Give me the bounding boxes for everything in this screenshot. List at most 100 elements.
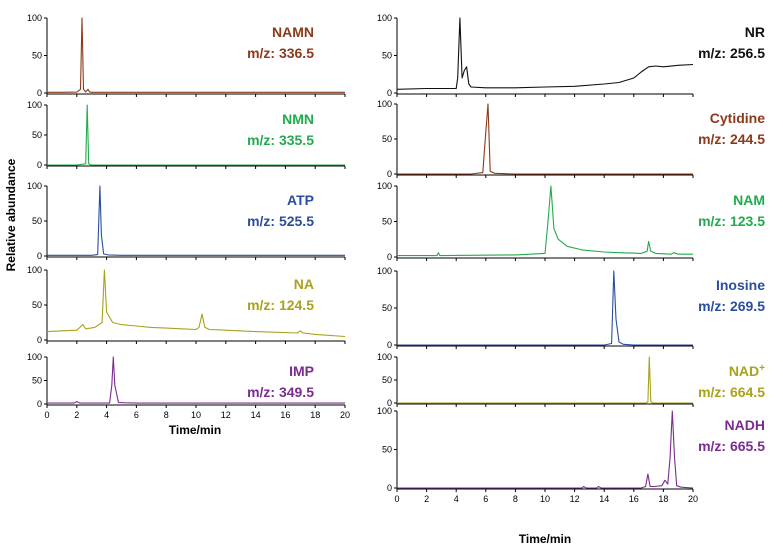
mz-value: m/z: 336.5 (247, 45, 314, 61)
y-tick-label: 100 (27, 100, 42, 110)
mz-value: m/z: 269.5 (698, 298, 765, 314)
y-tick-label: 0 (387, 340, 392, 350)
y-tick-label: 0 (37, 335, 42, 345)
compound-name: NADH (725, 417, 765, 433)
trace-nr (396, 17, 694, 90)
x-axis-title-right: Time/min (519, 532, 571, 546)
compound-name: NAD+ (729, 363, 765, 380)
x-tick-label: 12 (570, 494, 580, 504)
y-tick-label: 0 (37, 399, 42, 409)
compound-name: NR (745, 24, 765, 40)
panel-namn: 0 50 100 NAMN m/z: 336.5 (27, 13, 346, 98)
compound-name: Inosine (716, 277, 765, 293)
panel-nr: 0 50 100 NR m/z: 256.5 (377, 13, 765, 98)
y-tick-label: 0 (387, 88, 392, 98)
x-tick-label: 18 (658, 494, 668, 504)
trace-nadh (397, 410, 694, 489)
mz-value: m/z: 244.5 (698, 131, 765, 147)
y-tick-label: 0 (387, 398, 392, 408)
x-tick-label: 20 (688, 494, 698, 504)
compound-name: ATP (287, 192, 314, 208)
panel-nadh: 0 50 100 0 2 4 6 8 10 12 14 16 18 20 NADH m/z: 665.5 (377, 406, 765, 504)
y-tick-label: 50 (382, 217, 392, 227)
y-tick-label: 100 (27, 181, 42, 191)
x-tick-label: 10 (191, 410, 201, 420)
x-tick-label: 0 (394, 494, 399, 504)
x-tick-label: 6 (134, 410, 139, 420)
y-tick-label: 50 (382, 134, 392, 144)
panel-nad-: 0 50 100 NAD+ m/z: 664.5 (377, 352, 765, 408)
trace-cytidine (397, 103, 693, 175)
y-tick-label: 50 (32, 130, 42, 140)
mz-value: m/z: 256.5 (698, 45, 765, 61)
mz-value: m/z: 349.5 (247, 384, 314, 400)
panel-nmn: 0 50 100 NMN m/z: 335.5 (27, 100, 346, 170)
x-tick-label: 10 (540, 494, 550, 504)
mz-value: m/z: 664.5 (698, 384, 765, 400)
trace-nad- (397, 356, 693, 404)
y-tick-label: 100 (27, 13, 42, 23)
x-tick-label: 4 (454, 494, 459, 504)
y-tick-label: 50 (32, 376, 42, 386)
y-tick-label: 100 (377, 352, 392, 362)
y-tick-label: 100 (27, 352, 42, 362)
trace-nam (397, 185, 693, 257)
y-tick-label: 50 (382, 375, 392, 385)
panel-na: 0 50 100 NA m/z: 124.5 (27, 265, 346, 345)
panel-imp: 0 50 100 0 2 4 6 8 10 12 14 16 18 20 IMP m/z: 349.5 (27, 352, 350, 420)
panel-atp: 0 50 100 ATP m/z: 525.5 (27, 181, 346, 261)
y-tick-label: 0 (387, 252, 392, 262)
compound-name: IMP (289, 363, 314, 379)
y-tick-label: 100 (377, 266, 392, 276)
x-tick-label: 20 (340, 410, 350, 420)
y-tick-label: 0 (37, 88, 42, 98)
x-tick-label: 16 (629, 494, 639, 504)
trace-inosine (397, 270, 693, 346)
x-tick-label: 14 (251, 410, 261, 420)
mz-value: m/z: 665.5 (698, 438, 765, 454)
y-tick-label: 100 (27, 265, 42, 275)
y-tick-label: 0 (37, 160, 42, 170)
x-tick-label: 2 (424, 494, 429, 504)
mz-value: m/z: 124.5 (247, 297, 314, 313)
x-tick-label: 12 (221, 410, 231, 420)
x-axis-title-left: Time/min (169, 423, 221, 437)
compound-name: NAMN (272, 24, 314, 40)
y-tick-label: 0 (37, 251, 42, 261)
trace-na (46, 269, 346, 338)
y-tick-label: 100 (377, 181, 392, 191)
y-tick-label: 100 (377, 99, 392, 109)
y-tick-label: 50 (382, 303, 392, 313)
x-tick-label: 2 (74, 410, 79, 420)
y-axis-title: Relative abundance (4, 158, 18, 271)
y-tick-label: 0 (387, 169, 392, 179)
mz-value: m/z: 123.5 (698, 213, 765, 229)
x-tick-label: 14 (599, 494, 609, 504)
y-tick-label: 100 (377, 13, 392, 23)
compound-name: NAM (733, 192, 765, 208)
trace-nmn (47, 104, 345, 166)
x-tick-label: 8 (164, 410, 169, 420)
panel-cytidine: 0 50 100 Cytidine m/z: 244.5 (377, 99, 765, 179)
y-tick-label: 50 (32, 51, 42, 61)
x-tick-label: 18 (310, 410, 320, 420)
trace-atp (47, 185, 345, 256)
x-tick-label: 8 (513, 494, 518, 504)
y-tick-label: 0 (387, 483, 392, 493)
y-tick-label: 50 (32, 300, 42, 310)
compound-name: NMN (282, 111, 314, 127)
panel-nam: 0 50 100 NAM m/z: 123.5 (377, 181, 765, 262)
x-tick-label: 16 (280, 410, 290, 420)
y-tick-label: 50 (382, 445, 392, 455)
mz-value: m/z: 335.5 (247, 132, 314, 148)
y-tick-label: 100 (377, 406, 392, 416)
panel-inosine: 0 50 100 Inosine m/z: 269.5 (377, 266, 765, 350)
x-tick-label: 0 (44, 410, 49, 420)
compound-name: NA (294, 276, 314, 292)
trace-imp (47, 356, 345, 404)
x-tick-label: 6 (483, 494, 488, 504)
x-tick-label: 4 (104, 410, 109, 420)
y-tick-label: 50 (32, 216, 42, 226)
